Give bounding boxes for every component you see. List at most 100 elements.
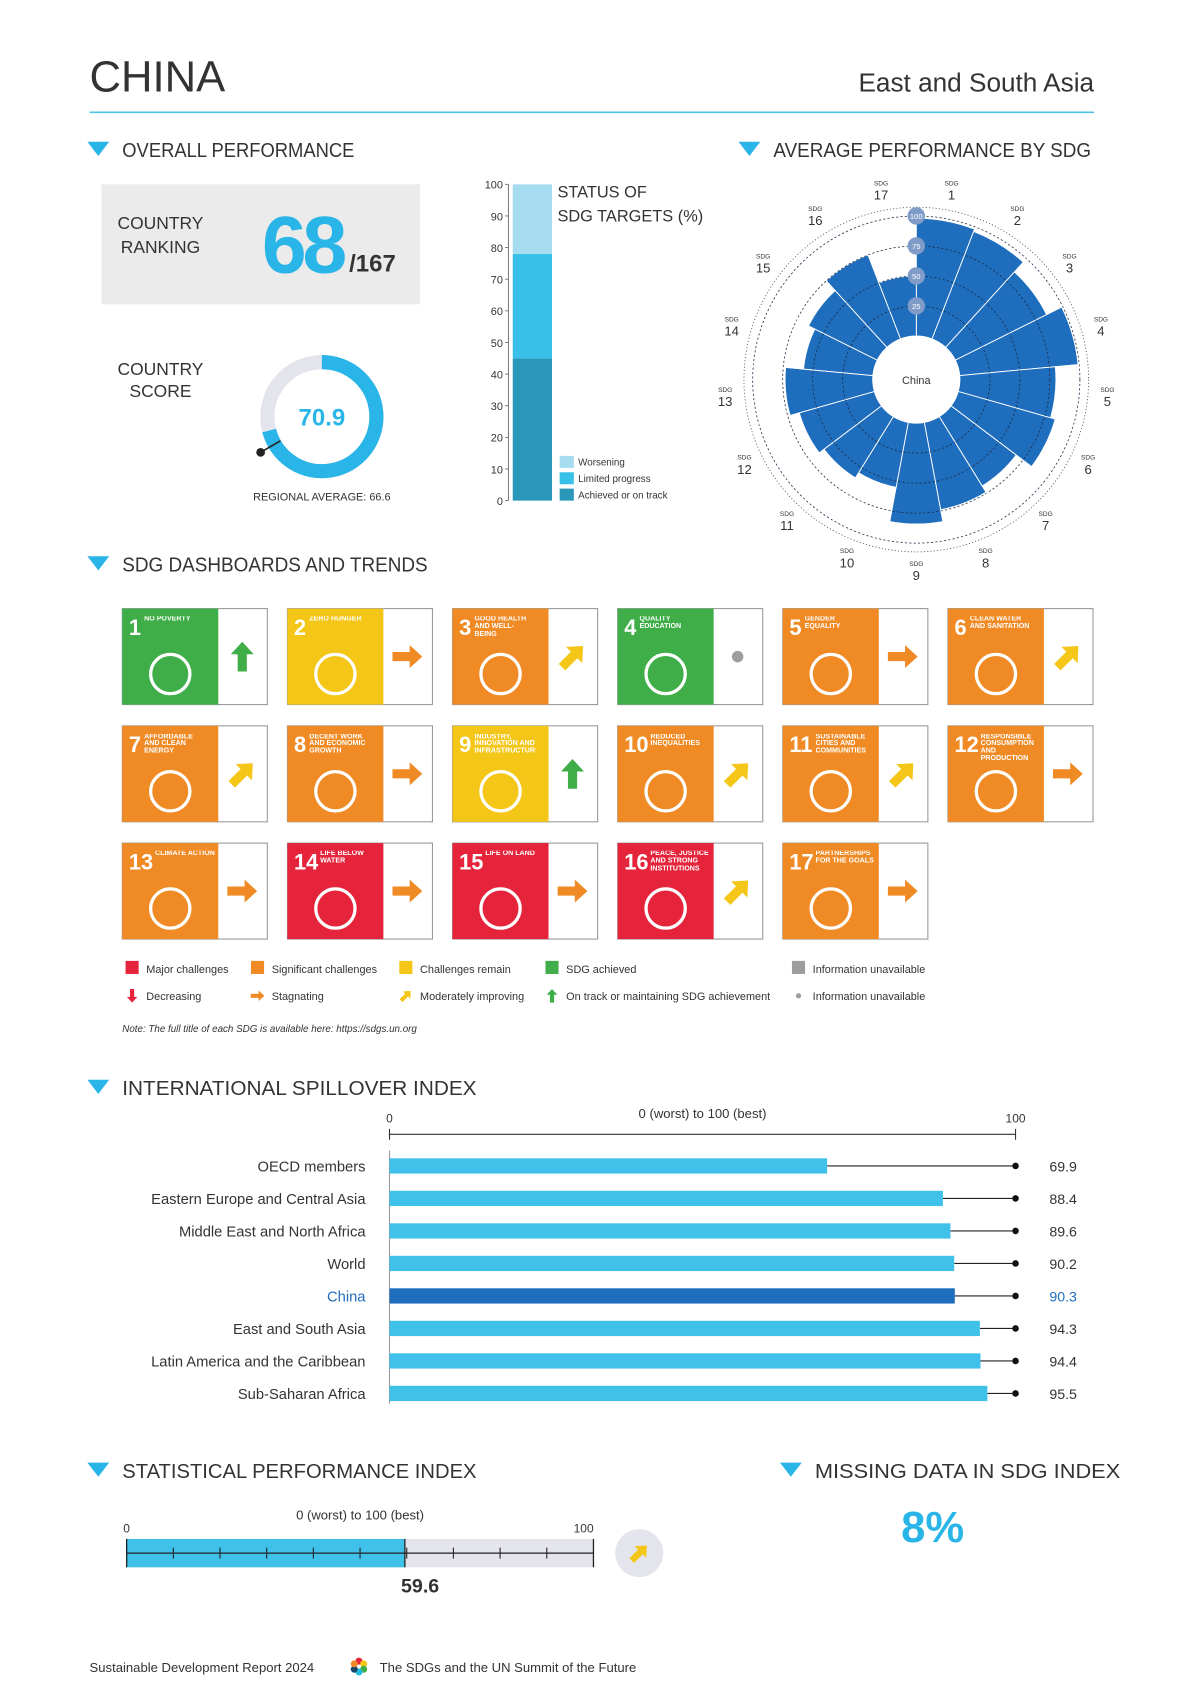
goal-title: NO POVERTY: [144, 616, 191, 623]
goal-title-box: GOOD HEALTH AND WELL-BEING: [474, 616, 526, 637]
trend-symbol: [392, 645, 423, 669]
goal-number: 12: [954, 732, 978, 757]
spoke: [856, 226, 901, 339]
sdg-number: 9: [913, 568, 920, 583]
goal-icon: [974, 652, 1018, 696]
sdg-number: 16: [808, 213, 823, 228]
range-end: [1012, 1292, 1019, 1300]
sdg-prefix: SDG: [909, 561, 923, 568]
goal-number: 13: [129, 849, 153, 874]
goal-tile: [782, 608, 879, 705]
goal-title-box: PARTNERSHIPS FOR THE GOALS: [816, 851, 874, 865]
category-label: Middle East and North Africa: [179, 1224, 366, 1240]
rating-label: Significant challenges: [272, 964, 378, 976]
spoke: [931, 226, 976, 339]
goal-title: PEACE, JUSTICE AND STRONG INSTITUTIONS: [650, 850, 709, 873]
section-title: INTERNATIONAL SPILLOVER INDEX: [122, 1077, 476, 1100]
value-label: 90.3: [1049, 1289, 1077, 1305]
goal-title-box: REDUCED INEQUALITIES: [650, 733, 701, 748]
goal-tile: [452, 725, 549, 822]
score-label: COUNTRY: [118, 359, 204, 379]
trend-symbol: [723, 763, 749, 788]
bar: [389, 1158, 828, 1174]
footer-report: Sustainable Development Report 2024: [90, 1660, 315, 1675]
sdg-number: 7: [1042, 518, 1049, 533]
goal-number: 4: [624, 615, 636, 640]
sdg-prefix: SDG: [780, 511, 794, 518]
sdg-number: 10: [840, 555, 855, 570]
y-tick-label: 70: [491, 275, 503, 287]
goal-icon: [644, 887, 687, 930]
footer-subtitle: The SDGs and the UN Summit of the Future: [380, 1660, 637, 1675]
sdg-number: 4: [1097, 324, 1104, 339]
range-end: [1012, 1195, 1019, 1202]
axis-title: 0 (worst) to 100 (best): [296, 1507, 424, 1522]
goal-title: CLIMATE ACTION: [155, 850, 215, 858]
rtick-bubble: [907, 297, 926, 315]
range-end: [1012, 1325, 1019, 1332]
goal-icon: [809, 770, 853, 813]
sdg-number: 17: [874, 188, 889, 203]
spoke: [785, 405, 882, 479]
sdg-prefix: SDG: [1039, 511, 1053, 518]
section-title: MISSING DATA IN SDG INDEX: [815, 1460, 1121, 1483]
goal-number: 3: [459, 615, 471, 640]
goal-tile: [287, 608, 384, 705]
goal-icon: [314, 887, 357, 930]
trend-symbol: [250, 990, 265, 1002]
spoke: [958, 391, 1074, 425]
sdg-prefix: SDG: [944, 180, 958, 187]
value-label: 89.6: [1049, 1224, 1077, 1240]
sdg-prefix: SDG: [874, 180, 888, 187]
trend-symbol: [557, 879, 588, 903]
trend-symbol: [561, 758, 584, 789]
trend-symbol: [558, 646, 584, 671]
x-tick-label: 0: [123, 1521, 130, 1535]
legend-label: Limited progress: [578, 474, 651, 485]
range-end: [1012, 1227, 1019, 1235]
value-label: 88.4: [1049, 1192, 1077, 1208]
region-name: East and South Asia: [858, 68, 1094, 98]
trend-symbol: [887, 879, 918, 903]
sdg-prefix: SDG: [718, 387, 732, 394]
goal-title-box: CLIMATE ACTION: [155, 850, 215, 858]
section-marker: [779, 1462, 802, 1477]
goal-number: 11: [789, 732, 812, 757]
goal-title: REDUCED INEQUALITIES: [650, 733, 701, 748]
category-label: Latin America and the Caribbean: [151, 1354, 365, 1370]
goal-tile: [617, 843, 714, 940]
ranking-label: COUNTRY: [118, 213, 204, 233]
bar: [389, 1223, 951, 1239]
goal-title-box: NO POVERTY: [144, 616, 191, 623]
dashboard-note: Note: The full title of each SDG is avai…: [122, 1024, 417, 1035]
y-tick-label: 60: [491, 306, 503, 318]
sdg-number: 2: [1014, 213, 1021, 228]
bar: [389, 1255, 955, 1272]
goal-icon: [974, 770, 1018, 813]
goal-number: 16: [624, 849, 648, 874]
goal-title: ZERO HUNGER: [309, 616, 362, 623]
spoke: [805, 258, 888, 348]
rating-label: SDG achieved: [566, 964, 636, 976]
sdg-number: 8: [982, 555, 989, 570]
goal-title: INDUSTRY, INNOVATION AND INFRASTRUCTURE: [474, 733, 536, 755]
sdg-prefix: SDG: [1094, 317, 1108, 324]
sdg-number: 15: [756, 261, 771, 276]
x-tick-label: 100: [574, 1521, 594, 1535]
goal-tile: [452, 608, 549, 705]
stacked-segment: [512, 253, 553, 359]
trend-symbol: [126, 988, 138, 1003]
chart-title: SDG TARGETS (%): [557, 207, 703, 225]
goal-number: 15: [459, 849, 483, 874]
score-value: 70.9: [299, 404, 346, 431]
goal-title: LIFE ON LAND: [485, 850, 535, 858]
y-tick-label: 30: [491, 401, 503, 413]
x-tick-label: 100: [1006, 1111, 1026, 1125]
goal-icon: [149, 770, 192, 813]
rtick-label: 75: [912, 242, 920, 251]
sdg-number: 5: [1104, 394, 1111, 409]
spoke: [829, 416, 894, 519]
radial-grid: [812, 275, 1021, 484]
rating-swatch: [399, 960, 413, 974]
